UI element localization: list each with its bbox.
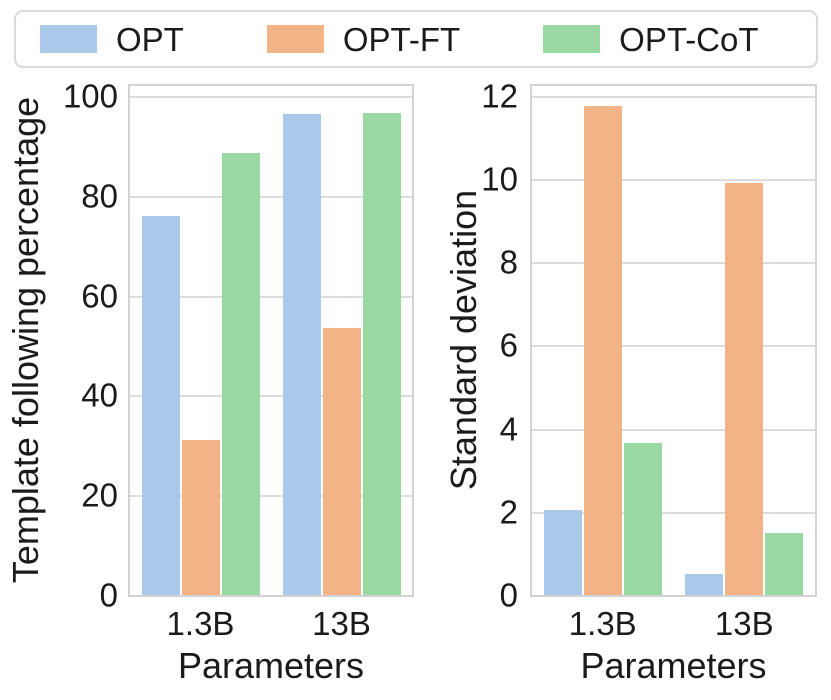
bar-opt-13b <box>685 574 724 595</box>
gridline-y-20 <box>130 495 412 498</box>
y-tick-label-12: 12 <box>481 77 518 115</box>
legend-swatch-opt <box>40 25 97 53</box>
bar-opt-13b <box>282 114 321 595</box>
bar-opt-ft-1-3b <box>583 106 622 595</box>
x-axis-label-0: Parameters <box>177 645 365 686</box>
right-plot-area <box>530 84 817 597</box>
x-tick-label-1-3b-0: 1.3B <box>166 605 235 642</box>
gridline-y-4 <box>532 428 815 431</box>
y-tick-label-4: 4 <box>499 410 518 448</box>
y-tick-label-6: 6 <box>499 326 518 364</box>
legend-label-opt-cot: OPT-CoT <box>619 20 759 58</box>
legend-item-opt-ft: OPT-FT <box>266 20 461 58</box>
bar-opt-cot-1-3b <box>623 443 662 595</box>
gridline-y-100 <box>130 95 412 98</box>
x-axis-label-1: Parameters <box>580 645 767 686</box>
gridline-y-60 <box>130 295 412 298</box>
legend-item-opt-cot: OPT-CoT <box>543 20 759 58</box>
y-tick-label-100: 100 <box>62 77 118 115</box>
y-tick-label-80: 80 <box>81 177 118 215</box>
bar-opt-cot-13b <box>765 532 804 595</box>
x-tick-label-13b-0: 13B <box>312 605 371 642</box>
legend-swatch-opt-cot <box>543 25 601 53</box>
bar-opt-1-3b <box>141 215 180 595</box>
gridline-y-10 <box>532 179 815 182</box>
gridline-y-40 <box>130 395 412 398</box>
bar-opt-cot-1-3b <box>221 153 260 595</box>
x-tick-label-1-3b-1: 1.3B <box>568 605 637 642</box>
bar-opt-ft-1-3b <box>181 440 220 595</box>
gridline-y-6 <box>532 345 815 348</box>
y-tick-label-8: 8 <box>499 243 518 281</box>
bar-opt-cot-13b <box>362 113 401 595</box>
legend-label-opt: OPT <box>116 20 184 58</box>
legend-label-opt-ft: OPT-FT <box>342 20 461 58</box>
gridline-y-8 <box>532 262 815 265</box>
y-tick-label-2: 2 <box>499 493 518 531</box>
gridline-y-12 <box>532 95 815 98</box>
bar-opt-1-3b <box>543 509 582 595</box>
y-tick-label-0: 0 <box>99 576 118 614</box>
y-tick-label-40: 40 <box>81 376 118 414</box>
left-y-tick-labels: 0 20 40 60 80 100 <box>0 79 118 611</box>
left-plot-area <box>128 84 414 597</box>
y-tick-label-10: 10 <box>481 160 518 198</box>
y-tick-label-60: 60 <box>81 277 118 315</box>
bar-opt-ft-13b <box>322 328 361 595</box>
x-tick-label-13b-1: 13B <box>714 605 774 642</box>
legend-item-opt: OPT <box>40 23 184 56</box>
y-tick-label-0: 0 <box>499 576 518 614</box>
legend-swatch-opt-ft <box>266 25 324 53</box>
right-y-tick-labels: 0 2 4 6 8 10 12 <box>400 79 518 611</box>
bar-opt-ft-13b <box>725 183 764 595</box>
gridline-y-2 <box>532 511 815 514</box>
legend: OPT OPT-FT OPT-CoT <box>14 10 818 68</box>
y-tick-label-20: 20 <box>81 476 118 514</box>
gridline-y-80 <box>130 195 412 198</box>
